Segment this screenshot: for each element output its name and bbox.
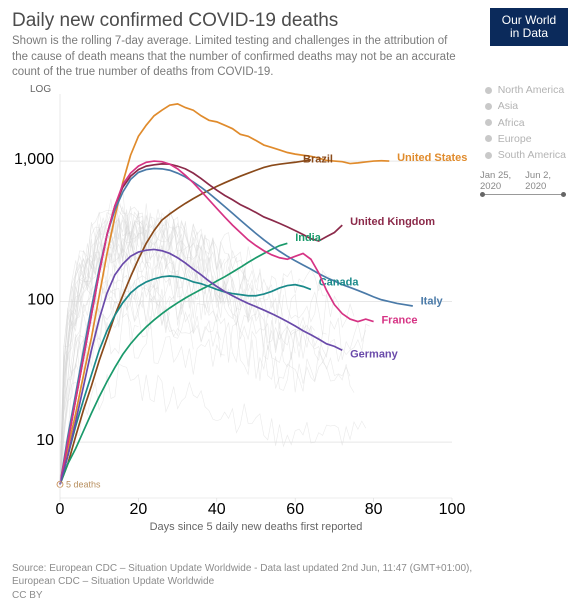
svg-text:80: 80 [365, 501, 383, 518]
license: CC BY [12, 589, 568, 603]
chart-subtitle: Shown is the rolling 7-day average. Limi… [12, 34, 462, 81]
timeline-end: Jun 2, 2020 [525, 170, 566, 192]
svg-text:100: 100 [27, 292, 54, 309]
svg-text:0: 0 [56, 501, 65, 518]
series-label: Germany [350, 348, 399, 360]
series-label: France [381, 314, 417, 326]
legend-region-label: North America [498, 82, 565, 98]
logo-line1: Our World [502, 13, 556, 27]
timeline-start: Jan 25, 2020 [480, 170, 525, 192]
svg-text:40: 40 [208, 501, 226, 518]
svg-text:LOG: LOG [30, 84, 51, 95]
legend-region-label: Europe [498, 131, 532, 147]
source-line1: Source: European CDC – Situation Update … [12, 562, 568, 576]
series-label: Brazil [303, 153, 333, 165]
owid-logo: Our Worldin Data [490, 8, 568, 46]
svg-text:100: 100 [439, 501, 466, 518]
svg-text:5 deaths: 5 deaths [66, 479, 101, 489]
series-label: United Kingdom [350, 216, 435, 228]
timeline-control[interactable]: Jan 25, 2020 Jun 2, 2020 [480, 170, 566, 197]
svg-text:1,000: 1,000 [14, 151, 54, 168]
legend-region-label: Africa [498, 115, 525, 131]
svg-text:Days since 5 daily new deaths: Days since 5 daily new deaths first repo… [150, 521, 363, 533]
series-label: United States [397, 152, 467, 164]
legend-region-label: Asia [498, 98, 518, 114]
series-label: India [295, 232, 322, 244]
svg-text:10: 10 [36, 432, 54, 449]
source-line2: European CDC – Situation Update Worldwid… [12, 575, 568, 589]
chart-plot: LOG101001,000020406080100Days since 5 da… [18, 82, 458, 532]
svg-text:20: 20 [130, 501, 148, 518]
region-legend: North AmericaAsiaAfricaEuropeSouth Ameri… [485, 82, 566, 163]
logo-line2: in Data [510, 26, 548, 40]
chart-title: Daily new confirmed COVID-19 deaths [12, 10, 568, 32]
svg-text:60: 60 [286, 501, 304, 518]
source-footer: Source: European CDC – Situation Update … [12, 562, 568, 603]
legend-region-label: South America [498, 147, 566, 163]
series-label: Italy [421, 296, 444, 308]
